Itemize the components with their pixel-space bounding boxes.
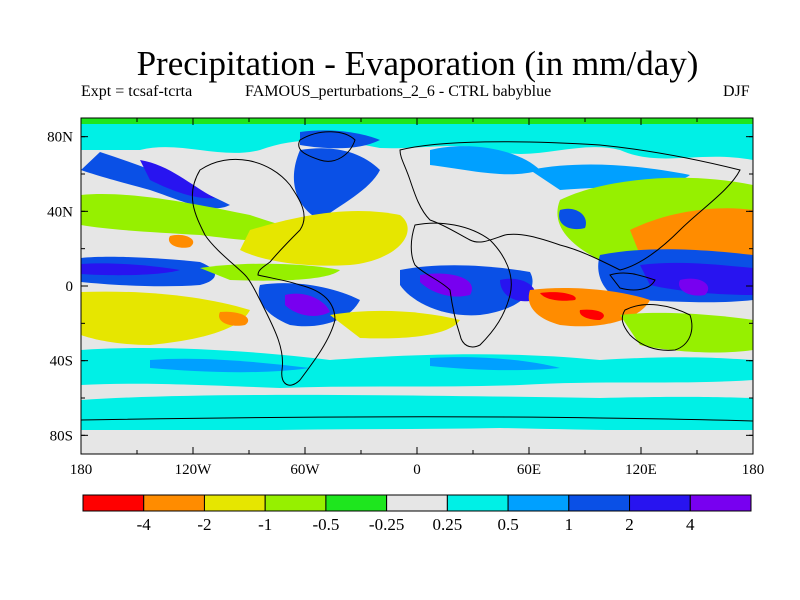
- lon-label: 180: [742, 462, 765, 478]
- colorbar-swatch: [325, 494, 388, 512]
- colorbar-label: -4: [137, 515, 152, 534]
- colorbar-swatch: [143, 494, 205, 512]
- colorbar-label: 1: [565, 515, 574, 534]
- warm-pool-purple: [679, 278, 709, 296]
- contour-fields: [81, 118, 753, 454]
- spacific-yellow: [81, 291, 250, 345]
- colorbar-swatch: [82, 494, 145, 512]
- amazon-deep: [285, 293, 330, 316]
- satlantic-yellow: [330, 310, 460, 339]
- indian-red-2: [579, 309, 604, 320]
- indian-red: [540, 292, 576, 301]
- lat-labels: 80N 40N 0 40S 80S: [47, 130, 73, 445]
- colorbar-label: 4: [686, 515, 695, 534]
- colorbar-swatch: [264, 494, 327, 512]
- indonesia-coast: [609, 272, 656, 291]
- colorbar-swatch: [386, 494, 448, 512]
- lon-label: 0: [413, 462, 421, 478]
- central-america-green: [200, 263, 340, 281]
- americas-coast: [191, 158, 336, 386]
- natlantic-yellow: [240, 210, 408, 266]
- arctic-band: [81, 124, 753, 160]
- antarctic-cyan: [81, 394, 753, 433]
- lat-label: 40N: [47, 204, 73, 220]
- lon-label: 120E: [625, 462, 657, 478]
- lon-label: 120W: [175, 462, 213, 478]
- colorbar-label: -0.25: [369, 515, 404, 534]
- lon-label: 180: [70, 462, 93, 478]
- colorbar-label: 0.5: [497, 515, 518, 534]
- southern-blue-2: [430, 357, 560, 371]
- npacific-west-orange: [630, 208, 753, 259]
- southern-cyan: [81, 348, 753, 388]
- colorbar: -4 -2 -1 -0.5 -0.25 0.25 0.5 1 2 4: [82, 494, 752, 534]
- greenland-blue: [300, 130, 380, 149]
- southern-blue-1: [150, 358, 310, 373]
- europe-blue: [430, 146, 540, 175]
- colorbar-label: -0.5: [312, 515, 339, 534]
- season-label: DJF: [723, 83, 750, 100]
- colorbar-swatch: [689, 494, 752, 512]
- colorbar-label: -2: [197, 515, 211, 534]
- colorbar-label: -1: [258, 515, 272, 534]
- spacific-orange: [219, 311, 249, 326]
- npacific-orange: [168, 234, 194, 248]
- warm-pool-deep: [640, 262, 753, 295]
- atlantic-storm: [293, 148, 380, 220]
- axis-ticks: [80, 118, 754, 454]
- indian-deep: [500, 278, 536, 302]
- colorbar-swatch: [507, 494, 570, 512]
- colorbar-label: 2: [625, 515, 634, 534]
- antarctica-coast: [81, 416, 753, 422]
- lat-label: 80S: [50, 428, 73, 444]
- asia-blue-patch: [559, 208, 586, 230]
- lat-label: 80N: [47, 130, 73, 146]
- lon-label: 60W: [290, 462, 320, 478]
- greenland-coast: [298, 131, 356, 162]
- colorbar-swatch: [203, 494, 266, 512]
- chart-title: Precipitation - Evaporation (in mm/day): [136, 44, 699, 83]
- antarctic-gray: [81, 430, 753, 454]
- colorbar-swatch: [446, 494, 509, 512]
- coastlines: [81, 131, 753, 422]
- colorbar-swatch: [629, 494, 691, 512]
- lat-label: 40S: [50, 354, 73, 370]
- lat-label: 0: [66, 279, 74, 295]
- australia-green: [620, 312, 753, 353]
- lon-label: 60E: [517, 462, 541, 478]
- comparison-label: FAMOUS_perturbations_2_6 - CTRL babyblue: [245, 83, 552, 100]
- lon-labels: 180 120W 60W 0 60E 120E 180: [70, 462, 765, 478]
- colorbar-label: 0.25: [432, 515, 462, 534]
- experiment-label: Expt = tcsaf-tcrta: [81, 83, 193, 100]
- africa-deep: [420, 273, 472, 297]
- alaska-deep: [140, 160, 215, 199]
- itcz-east-pacific-deep: [81, 263, 180, 276]
- australia-coast: [621, 304, 693, 351]
- africa-coast: [410, 222, 512, 348]
- eurasia-coast: [399, 141, 741, 271]
- colorbar-swatch: [568, 494, 631, 512]
